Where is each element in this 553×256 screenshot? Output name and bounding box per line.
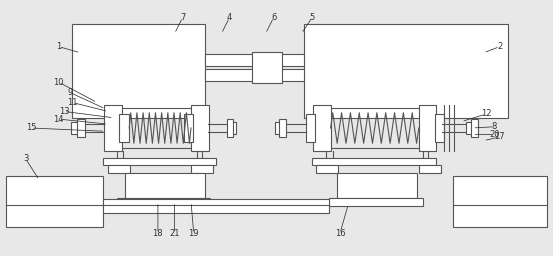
Text: 7: 7 bbox=[180, 13, 185, 22]
Bar bbox=[337, 173, 417, 198]
Bar bbox=[471, 119, 478, 137]
Text: 20: 20 bbox=[489, 130, 500, 139]
Text: 21: 21 bbox=[169, 229, 180, 238]
Bar bbox=[103, 198, 329, 206]
Bar bbox=[6, 176, 103, 206]
Bar bbox=[316, 165, 338, 173]
Bar bbox=[453, 205, 547, 227]
Bar bbox=[71, 122, 80, 134]
Text: 11: 11 bbox=[67, 98, 77, 107]
Text: 1: 1 bbox=[56, 42, 61, 51]
Text: 9: 9 bbox=[67, 88, 72, 97]
Text: 16: 16 bbox=[335, 229, 345, 238]
Text: 18: 18 bbox=[153, 229, 163, 238]
Bar bbox=[119, 114, 129, 142]
Text: 3: 3 bbox=[23, 154, 28, 163]
Text: 5: 5 bbox=[310, 13, 315, 22]
Bar bbox=[205, 54, 304, 66]
Text: 6: 6 bbox=[271, 13, 276, 22]
Text: 13: 13 bbox=[59, 107, 70, 116]
Text: 4: 4 bbox=[227, 13, 232, 22]
Bar bbox=[227, 119, 233, 137]
Text: 17: 17 bbox=[494, 132, 505, 141]
Bar bbox=[419, 105, 436, 151]
Text: 19: 19 bbox=[189, 229, 199, 238]
Bar bbox=[306, 114, 315, 142]
Bar bbox=[72, 24, 205, 118]
Text: 12: 12 bbox=[481, 110, 492, 119]
Text: 2: 2 bbox=[497, 42, 503, 51]
Bar bbox=[184, 114, 192, 142]
Bar bbox=[304, 24, 508, 118]
Text: 10: 10 bbox=[53, 78, 64, 87]
Bar bbox=[125, 173, 205, 198]
Bar bbox=[279, 119, 286, 137]
Bar bbox=[453, 176, 547, 206]
Bar bbox=[329, 198, 422, 206]
Bar bbox=[275, 122, 283, 134]
Bar bbox=[435, 114, 444, 142]
Bar bbox=[466, 122, 474, 134]
Bar bbox=[313, 105, 331, 151]
Bar bbox=[117, 198, 210, 206]
Bar bbox=[6, 205, 103, 227]
Bar bbox=[228, 122, 236, 134]
Bar bbox=[103, 158, 216, 165]
Bar bbox=[205, 69, 304, 81]
Bar bbox=[77, 119, 85, 137]
Text: 15: 15 bbox=[26, 123, 36, 133]
Bar bbox=[108, 165, 131, 173]
Text: 8: 8 bbox=[492, 122, 497, 131]
Bar bbox=[191, 105, 208, 151]
Bar bbox=[419, 165, 441, 173]
Bar bbox=[103, 205, 329, 212]
Bar bbox=[252, 52, 282, 83]
Bar bbox=[105, 105, 122, 151]
Text: 14: 14 bbox=[53, 115, 64, 124]
Bar bbox=[191, 165, 213, 173]
Bar bbox=[312, 158, 436, 165]
